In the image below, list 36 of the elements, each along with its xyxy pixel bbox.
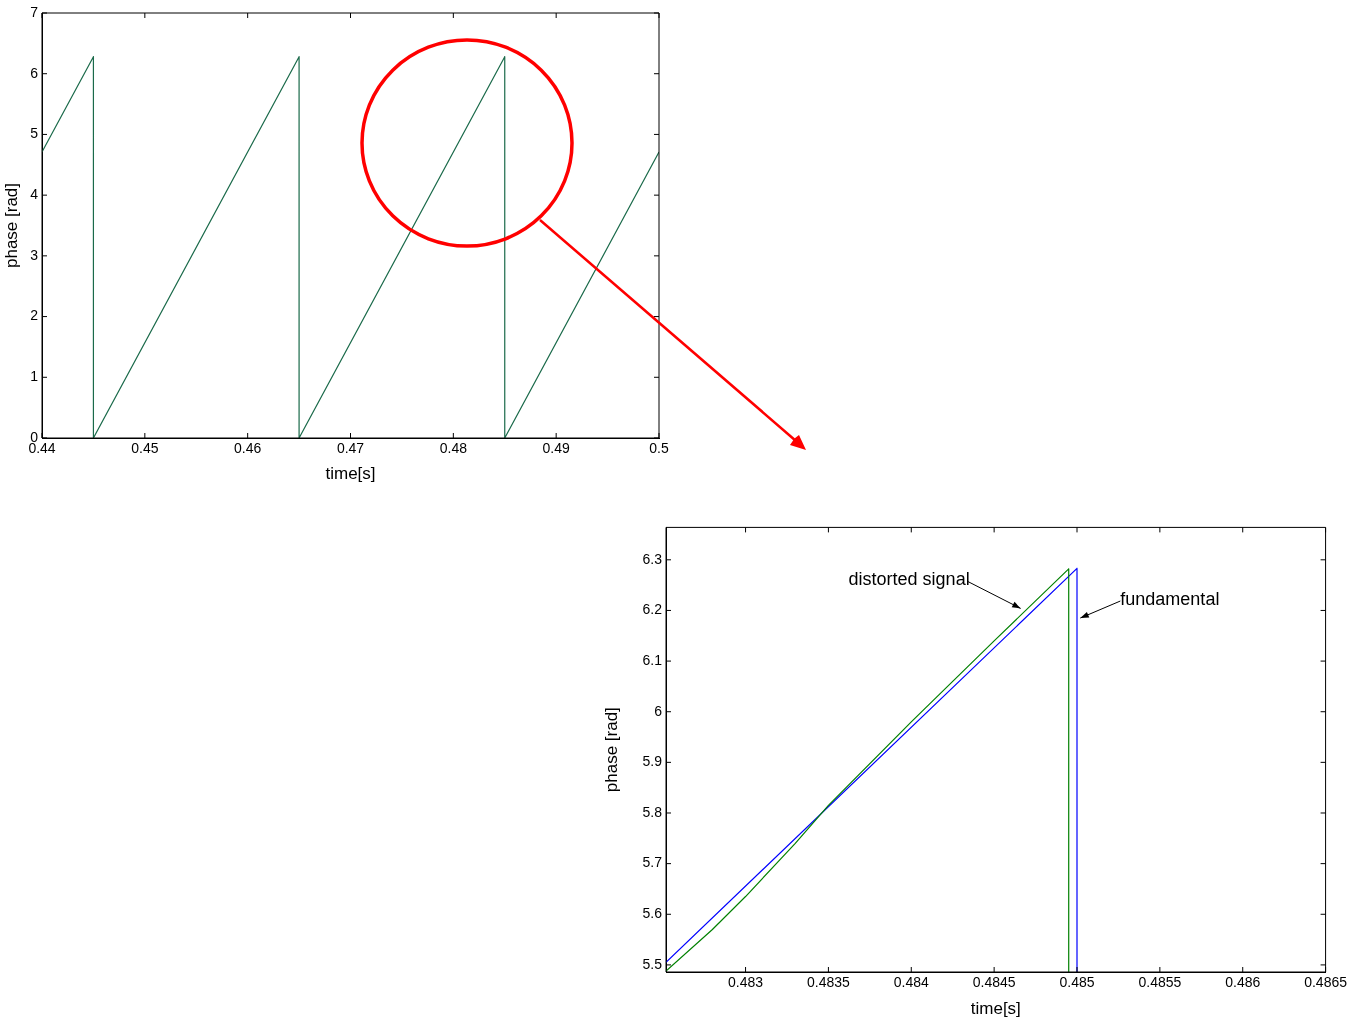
y-axis-title: phase [rad] — [601, 707, 621, 793]
y-tick-label: 6.3 — [642, 550, 663, 567]
x-tick-label: 0.4865 — [1304, 974, 1348, 991]
y-axis-title: phase [rad] — [1, 182, 21, 269]
x-tick-label: 0.483 — [728, 974, 764, 991]
x-tick-label: 0.47 — [336, 440, 365, 457]
annotation: distorted signal — [848, 569, 970, 590]
y-tick-label: 5 — [30, 125, 39, 142]
x-tick-label: 0.46 — [234, 440, 262, 457]
y-tick-label: 5.5 — [642, 955, 663, 972]
x-tick-label: 0.5 — [649, 440, 669, 457]
x-tick-label: 0.484 — [893, 974, 929, 991]
y-tick-label: 5.6 — [642, 905, 663, 922]
y-tick-label: 3 — [30, 246, 39, 263]
x-tick-label: 0.49 — [542, 440, 570, 457]
y-tick-label: 6.2 — [642, 601, 663, 618]
y-tick-label: 6 — [654, 702, 663, 719]
x-tick-label: 0.48 — [439, 440, 468, 457]
annotation: fundamental — [1120, 589, 1220, 610]
y-tick-label: 5.8 — [642, 803, 663, 820]
x-tick-label: 0.4845 — [972, 974, 1016, 991]
y-tick-label: 2 — [30, 307, 39, 324]
y-tick-label: 5.9 — [642, 753, 663, 770]
x-tick-label: 0.485 — [1059, 974, 1095, 991]
y-tick-label: 6.1 — [642, 651, 663, 668]
x-tick-label: 0.4835 — [807, 974, 851, 991]
y-tick-label: 7 — [30, 3, 39, 20]
x-tick-label: 0.486 — [1225, 974, 1261, 991]
x-axis-title: time[s] — [970, 999, 1021, 1019]
y-tick-label: 6 — [30, 64, 39, 81]
y-tick-label: 4 — [30, 186, 39, 202]
x-tick-label: 0.4855 — [1138, 974, 1182, 991]
y-tick-label: 5.7 — [642, 854, 663, 871]
x-tick-label: 0.45 — [131, 440, 159, 457]
x-axis-title: time[s] — [325, 464, 376, 484]
y-tick-label: 1 — [30, 368, 39, 385]
